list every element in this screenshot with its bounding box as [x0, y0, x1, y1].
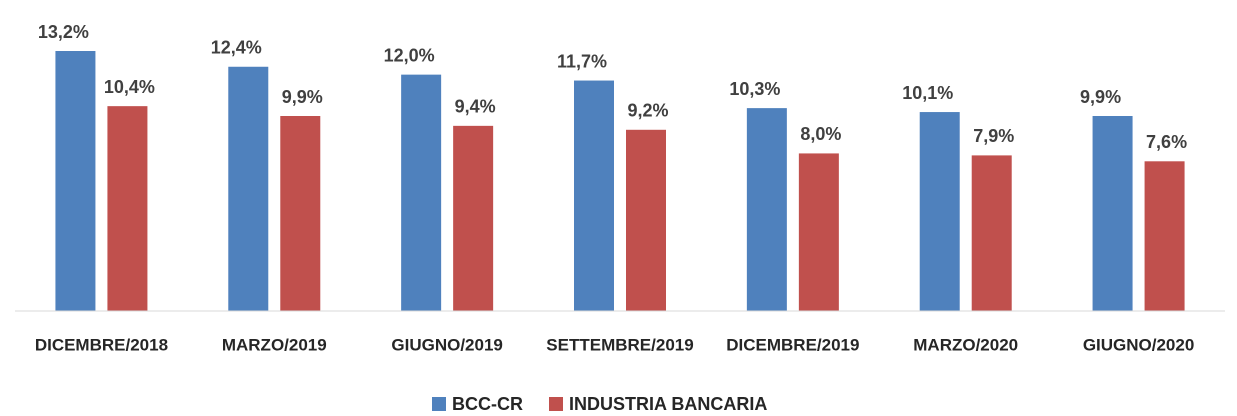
bar: [1144, 161, 1185, 311]
data-label: 9,2%: [627, 101, 668, 121]
bar: [919, 112, 960, 311]
bar: [971, 155, 1012, 311]
legend-swatch: [549, 397, 563, 411]
x-tick-label: SETTEMBRE/2019: [546, 335, 693, 354]
bar: [453, 125, 494, 312]
bar: [1092, 116, 1133, 311]
x-tick-label: GIUGNO/2020: [1083, 335, 1195, 354]
legend-swatch: [432, 397, 446, 411]
data-label: 12,0%: [384, 45, 435, 65]
legend-label: INDUSTRIA BANCARIA: [569, 394, 767, 414]
data-label: 10,3%: [729, 79, 780, 99]
bar: [401, 74, 442, 312]
data-label: 9,9%: [282, 87, 323, 107]
x-tick-label: DICEMBRE/2019: [726, 335, 859, 354]
bar: [55, 51, 96, 311]
data-label: 10,4%: [104, 77, 155, 97]
bar: [107, 106, 148, 311]
x-tick-label: DICEMBRE/2018: [35, 335, 168, 354]
data-label: 11,7%: [557, 51, 607, 71]
data-label: 7,6%: [1146, 132, 1187, 152]
x-tick-label: MARZO/2020: [913, 335, 1018, 354]
data-label: 12,4%: [211, 38, 262, 58]
bar: [228, 66, 269, 312]
legend-label: BCC-CR: [452, 394, 523, 414]
bar: [574, 80, 614, 311]
bar: [626, 129, 666, 311]
data-label: 9,9%: [1080, 87, 1121, 107]
x-tick-label: MARZO/2019: [222, 335, 327, 354]
data-label: 13,2%: [38, 22, 89, 42]
bar: [798, 153, 839, 311]
data-label: 9,4%: [455, 97, 496, 117]
bar: [280, 116, 321, 311]
x-tick-label: GIUGNO/2019: [391, 335, 503, 354]
bar: [746, 108, 787, 311]
data-label: 7,9%: [973, 126, 1014, 146]
data-label: 10,1%: [902, 83, 953, 103]
data-label: 8,0%: [800, 124, 841, 144]
